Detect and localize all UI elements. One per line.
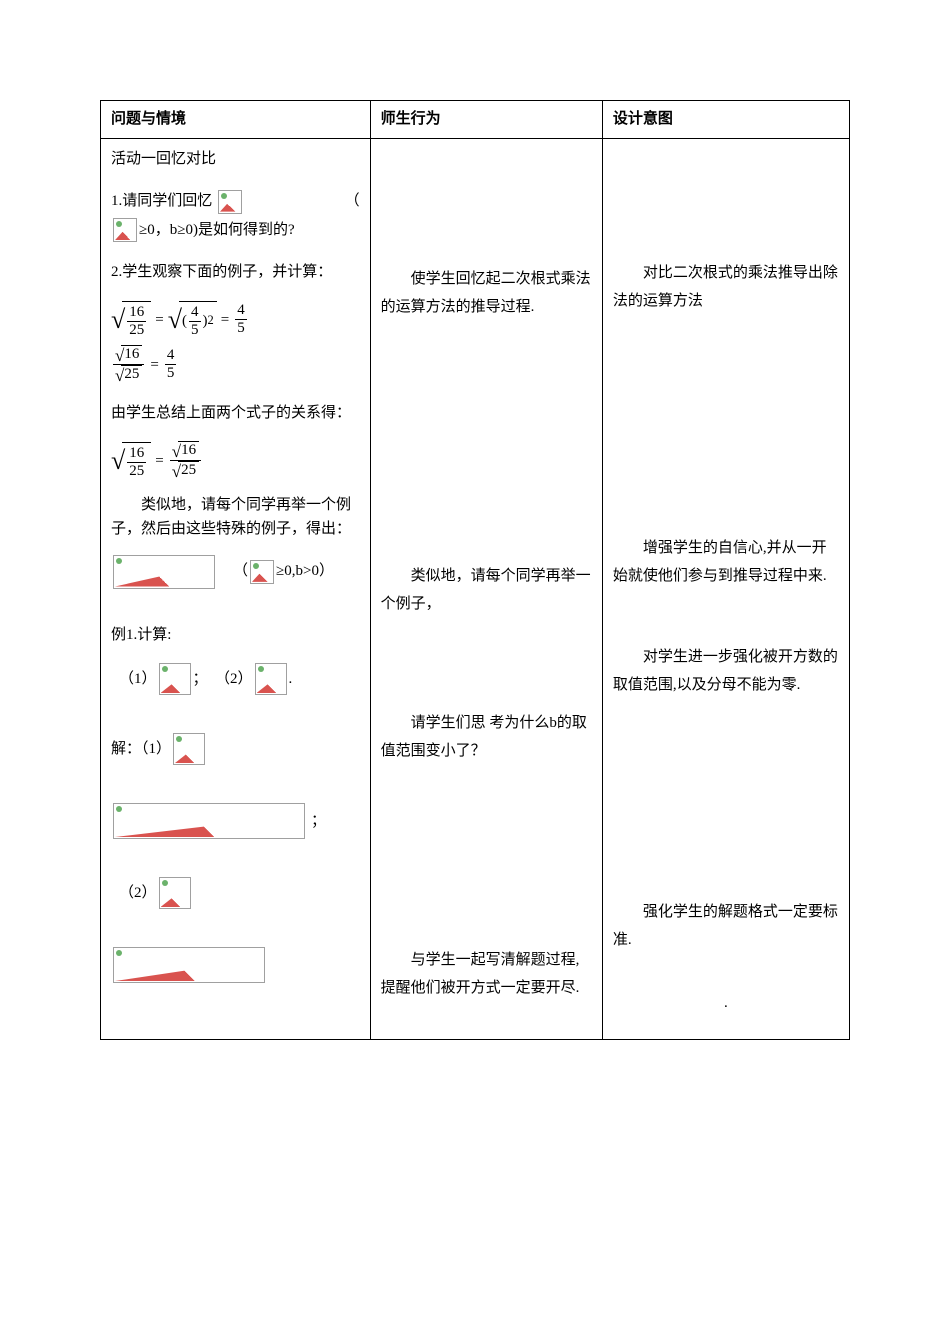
broken-image-icon <box>255 663 287 695</box>
c2-b3: 请学生们思 考为什么b的取值范围变小了？ <box>381 709 592 766</box>
similar-text: 类似地，请每个同学再举一个例子，然后由这些特殊的例子，得出： <box>111 493 360 541</box>
broken-image-icon <box>173 733 205 765</box>
q1-suffix: ≥0，b≥0)是如何得到的? <box>139 222 295 238</box>
c2-b1: 使学生回忆起二次根式乘法的运算方法的推导过程. <box>381 265 592 322</box>
sol2-label: （2） <box>119 879 157 908</box>
broken-image-icon <box>113 947 265 983</box>
solution-2: （2） <box>119 877 360 909</box>
c2-b4: 与学生一起写清解题过程,提醒他们被开方式一定要开尽. <box>381 946 592 1003</box>
question-1: 1.请同学们回忆 （ ≥0，b≥0)是如何得到的? <box>111 187 360 244</box>
q1-prefix: 1.请同学们回忆 <box>111 193 212 209</box>
general-formula: （ ≥0,b>0） <box>111 555 360 589</box>
cell-situation: 活动一回忆对比 1.请同学们回忆 （ ≥0，b≥0)是如何得到的? 2.学生观察… <box>101 138 371 1039</box>
header-col3: 设计意图 <box>602 101 849 139</box>
broken-image-icon <box>250 560 274 584</box>
content-row: 活动一回忆对比 1.请同学们回忆 （ ≥0，b≥0)是如何得到的? 2.学生观察… <box>101 138 850 1039</box>
c2-b2: 类似地，请每个同学再举一个例子， <box>381 562 592 619</box>
math-eq-3: √ 1625 = √16 √25 <box>111 441 360 481</box>
lesson-table: 问题与情境 师生行为 设计意图 活动一回忆对比 1.请同学们回忆 （ ≥0，b≥… <box>100 100 850 1040</box>
header-row: 问题与情境 师生行为 设计意图 <box>101 101 850 139</box>
header-col1: 问题与情境 <box>101 101 371 139</box>
broken-image-icon <box>113 555 215 589</box>
broken-image-icon <box>218 190 242 214</box>
ex2-label: （2） <box>215 665 253 694</box>
constraint-text: ≥0,b>0） <box>276 563 334 579</box>
ex1-label: （1） <box>119 665 157 694</box>
summary-line: 由学生总结上面两个式子的关系得： <box>111 399 360 428</box>
example-title: 例1.计算: <box>111 621 360 650</box>
broken-image-icon <box>113 218 137 242</box>
header-col2: 师生行为 <box>370 101 602 139</box>
example-items: （1） ； （2） . <box>119 663 360 695</box>
c3-dot: . <box>613 989 839 1018</box>
solution-1: 解：（1） <box>111 733 360 765</box>
ex2-end: . <box>289 665 293 694</box>
c3-b4: 强化学生的解题格式一定要标准. <box>613 898 839 955</box>
broken-image-icon <box>113 803 305 839</box>
broken-image-icon <box>159 663 191 695</box>
q1-paren: （ <box>345 187 360 216</box>
broken-image-icon <box>159 877 191 909</box>
c3-b2: 增强学生的自信心,并从一开始就使他们参与到推导过程中来. <box>613 534 839 591</box>
question-2: 2.学生观察下面的例子，并计算： <box>111 258 360 287</box>
c3-b3: 对学生进一步强化被开方数的取值范围,以及分母不能为零. <box>613 643 839 700</box>
math-eq-2: √16 √25 = 45 <box>111 345 360 385</box>
constraint-open: （ <box>233 563 248 579</box>
cell-intent: 对比二次根式的乘法推导出除法的运算方法 增强学生的自信心,并从一开始就使他们参与… <box>602 138 849 1039</box>
c3-b1: 对比二次根式的乘法推导出除法的运算方法 <box>613 259 839 316</box>
solution-2-line2 <box>111 947 360 983</box>
line-end: ； <box>311 807 326 836</box>
page: 问题与情境 师生行为 设计意图 活动一回忆对比 1.请同学们回忆 （ ≥0，b≥… <box>0 0 950 1344</box>
ex1-sep: ； <box>193 665 208 694</box>
solution-1-line2: ； <box>111 803 360 839</box>
activity-title: 活动一回忆对比 <box>111 145 360 174</box>
sol-label: 解：（1） <box>111 735 171 764</box>
cell-behavior: 使学生回忆起二次根式乘法的运算方法的推导过程. 类似地，请每个同学再举一个例子，… <box>370 138 602 1039</box>
math-eq-1: √ 1625 = √ (45)2 = 45 <box>111 301 360 340</box>
